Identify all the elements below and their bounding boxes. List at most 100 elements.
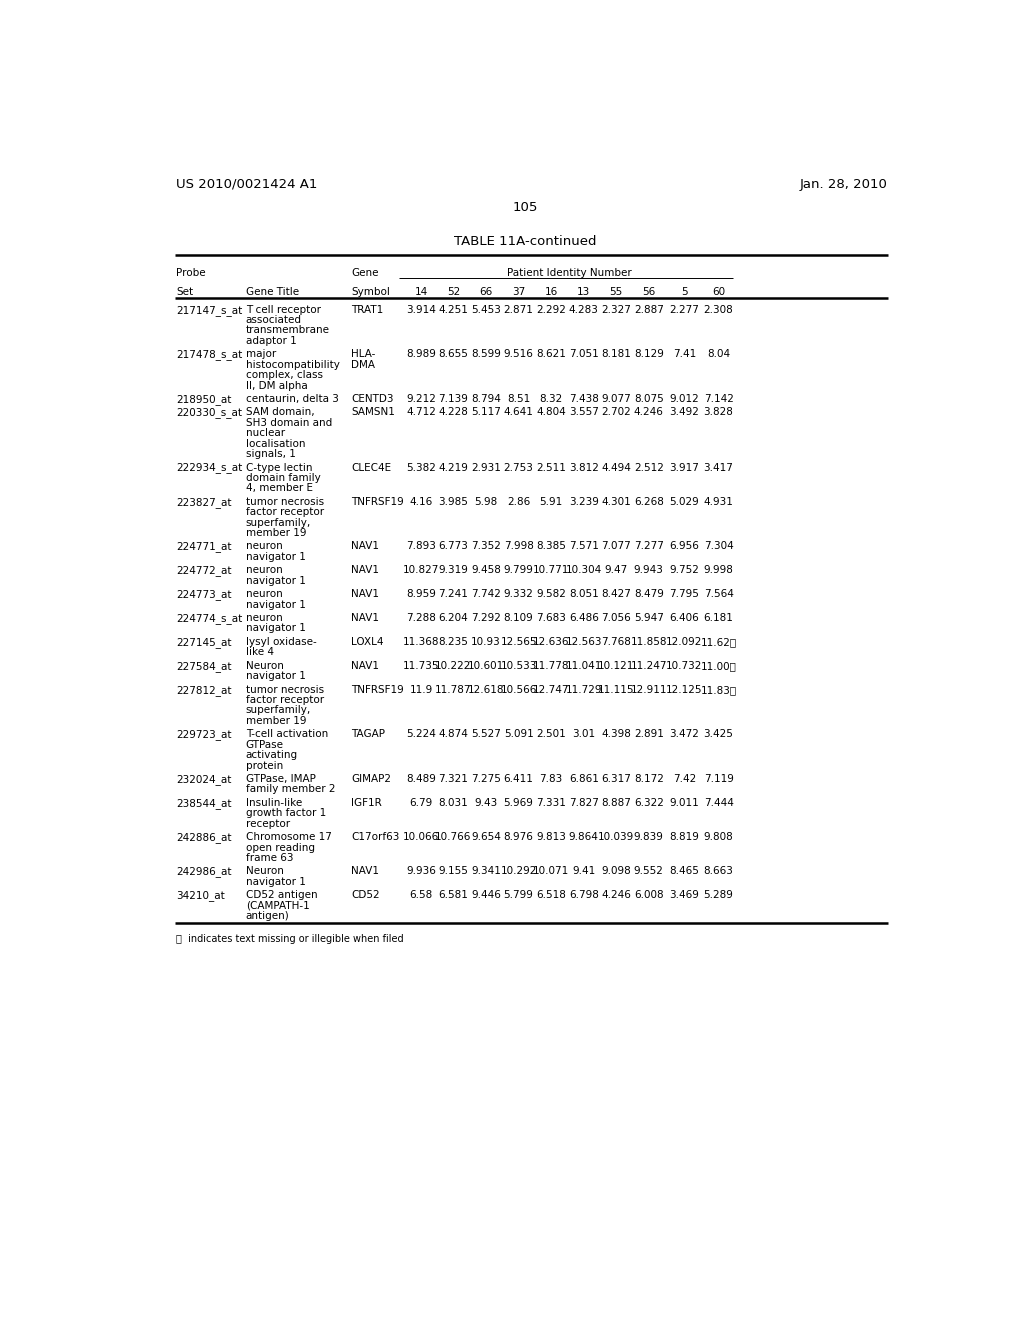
Text: major: major [246,350,276,359]
Text: 9.446: 9.446 [471,890,501,900]
Text: 4.246: 4.246 [634,408,664,417]
Text: 7.795: 7.795 [670,589,699,599]
Text: 9.808: 9.808 [703,832,733,842]
Text: 3.828: 3.828 [703,408,733,417]
Text: 7.444: 7.444 [703,797,733,808]
Text: 8.621: 8.621 [537,350,566,359]
Text: 60: 60 [712,286,725,297]
Text: 9.012: 9.012 [670,395,699,404]
Text: 11.041: 11.041 [565,661,602,671]
Text: 2.511: 2.511 [537,462,566,473]
Text: 7.304: 7.304 [703,541,733,552]
Text: 9.47: 9.47 [604,565,628,576]
Text: 12.125: 12.125 [667,685,702,694]
Text: protein: protein [246,760,283,771]
Text: NAV1: NAV1 [351,541,379,552]
Text: 3.01: 3.01 [572,730,595,739]
Text: 12.565: 12.565 [501,638,537,647]
Text: 3.812: 3.812 [568,462,599,473]
Text: 7.056: 7.056 [601,612,631,623]
Text: Patient Identity Number: Patient Identity Number [507,268,632,277]
Text: 9.212: 9.212 [406,395,436,404]
Text: 4.246: 4.246 [601,890,631,900]
Text: navigator 1: navigator 1 [246,552,306,562]
Text: 242886_at: 242886_at [176,832,231,843]
Text: 6.58: 6.58 [410,890,432,900]
Text: histocompatibility: histocompatibility [246,360,340,370]
Text: 8.479: 8.479 [634,589,664,599]
Text: TAGAP: TAGAP [351,730,385,739]
Text: localisation: localisation [246,438,305,449]
Text: 10.071: 10.071 [534,866,569,876]
Text: 5.029: 5.029 [670,496,699,507]
Text: 9.458: 9.458 [471,565,501,576]
Text: TRAT1: TRAT1 [351,305,383,314]
Text: 6.773: 6.773 [438,541,468,552]
Text: LOXL4: LOXL4 [351,638,384,647]
Text: 3.557: 3.557 [568,408,599,417]
Text: 12.747: 12.747 [532,685,569,694]
Text: 227145_at: 227145_at [176,638,231,648]
Text: 7.142: 7.142 [703,395,733,404]
Text: 56: 56 [642,286,655,297]
Text: 2.702: 2.702 [601,408,631,417]
Text: 11.62ⓘ: 11.62ⓘ [700,638,736,647]
Text: 10.304: 10.304 [565,565,602,576]
Text: factor receptor: factor receptor [246,696,324,705]
Text: 10.039: 10.039 [598,832,635,842]
Text: 4.16: 4.16 [410,496,432,507]
Text: 9.864: 9.864 [568,832,599,842]
Text: 9.332: 9.332 [504,589,534,599]
Text: 2.891: 2.891 [634,730,664,739]
Text: transmembrane: transmembrane [246,326,330,335]
Text: like 4: like 4 [246,647,273,657]
Text: Gene: Gene [351,268,379,277]
Text: 4.228: 4.228 [438,408,468,417]
Text: 2.327: 2.327 [601,305,631,314]
Text: 5.969: 5.969 [504,797,534,808]
Text: 9.319: 9.319 [438,565,468,576]
Text: 8.887: 8.887 [601,797,631,808]
Text: 6.268: 6.268 [634,496,664,507]
Text: 10.771: 10.771 [532,565,569,576]
Text: 7.321: 7.321 [438,774,468,784]
Text: complex, class: complex, class [246,370,323,380]
Text: 2.931: 2.931 [471,462,501,473]
Text: 2.887: 2.887 [634,305,664,314]
Text: 9.011: 9.011 [670,797,699,808]
Text: US 2010/0021424 A1: US 2010/0021424 A1 [176,178,317,190]
Text: neuron: neuron [246,589,283,599]
Text: C-type lectin: C-type lectin [246,462,312,473]
Text: receptor: receptor [246,818,290,829]
Text: 66: 66 [479,286,493,297]
Text: 8.075: 8.075 [634,395,664,404]
Text: Chromosome 17: Chromosome 17 [246,832,332,842]
Text: 8.385: 8.385 [537,541,566,552]
Text: NAV1: NAV1 [351,612,379,623]
Text: 8.976: 8.976 [504,832,534,842]
Text: 8.109: 8.109 [504,612,534,623]
Text: 8.51: 8.51 [507,395,530,404]
Text: 6.204: 6.204 [438,612,468,623]
Text: navigator 1: navigator 1 [246,599,306,610]
Text: member 19: member 19 [246,528,306,539]
Text: 6.317: 6.317 [601,774,631,784]
Text: 5.091: 5.091 [504,730,534,739]
Text: 5.799: 5.799 [504,890,534,900]
Text: 10.766: 10.766 [435,832,472,842]
Text: 9.998: 9.998 [703,565,733,576]
Text: 6.518: 6.518 [537,890,566,900]
Text: 7.077: 7.077 [601,541,631,552]
Text: 6.486: 6.486 [568,612,599,623]
Text: 10.533: 10.533 [501,661,537,671]
Text: 224771_at: 224771_at [176,541,231,552]
Text: 9.155: 9.155 [438,866,468,876]
Text: 7.998: 7.998 [504,541,534,552]
Text: 10.93: 10.93 [471,638,501,647]
Text: 6.406: 6.406 [670,612,699,623]
Text: domain family: domain family [246,473,321,483]
Text: 4.874: 4.874 [438,730,468,739]
Text: 3.472: 3.472 [670,730,699,739]
Text: NAV1: NAV1 [351,565,379,576]
Text: 10.601: 10.601 [468,661,504,671]
